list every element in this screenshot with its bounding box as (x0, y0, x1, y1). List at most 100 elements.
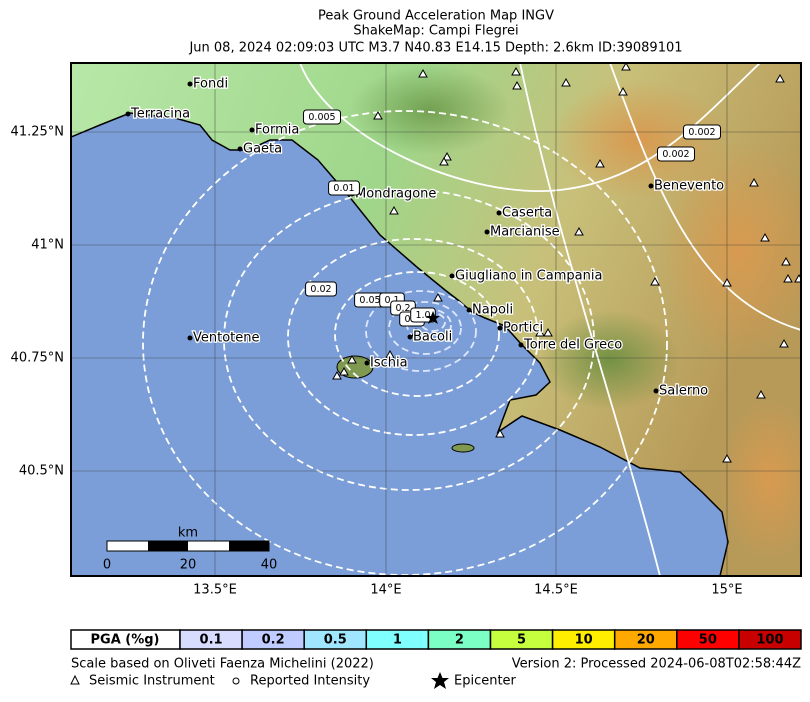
station (775, 73, 785, 83)
station (535, 327, 545, 337)
contour-label: 1.0 (415, 310, 430, 321)
station (722, 277, 732, 287)
contour-label-box (657, 146, 695, 162)
lat-label: 41.25°N (11, 125, 64, 140)
city-label: Torre del Greco (523, 338, 622, 353)
legend-label: 1 (393, 633, 402, 648)
station (722, 453, 732, 463)
contour-line (365, 290, 477, 372)
station (756, 389, 766, 399)
city-label: Ventotene (193, 331, 260, 346)
city-dot (249, 127, 255, 133)
legend-label: 100 (756, 633, 783, 648)
station (595, 158, 605, 168)
station (511, 66, 521, 76)
contour-label: 0.05 (359, 295, 380, 306)
symbol-label: Epicenter (454, 674, 517, 689)
city-label: Napoli (472, 303, 513, 318)
city-label: Benevento (654, 179, 724, 194)
city-dot (407, 334, 413, 340)
legend-label: 0.5 (324, 633, 347, 648)
lon-label: 13.5°E (193, 583, 237, 598)
station (543, 327, 553, 337)
contour-label-box (410, 307, 436, 323)
lon-label: 15°E (711, 583, 742, 598)
city-label: Fondi (193, 77, 228, 92)
version: Version 2: Processed 2024-06-08T02:58:44… (512, 657, 801, 672)
lat-label: 40.75°N (11, 351, 64, 366)
legend-swatch (738, 629, 802, 650)
station (618, 86, 628, 96)
map-frame (70, 62, 802, 577)
footer-symbols (70, 672, 449, 689)
city-label: Bacoli (413, 330, 452, 345)
title-line: Peak Ground Acceleration Map INGV (318, 9, 554, 24)
stations (332, 63, 801, 463)
station (433, 292, 443, 302)
city-label: Marcianise (490, 225, 560, 240)
contours (142, 63, 801, 576)
city-label: Giugliano in Campania (455, 269, 602, 284)
scale-label: 20 (180, 558, 197, 573)
city-label: Portici (503, 321, 543, 336)
station (332, 370, 342, 380)
station (749, 177, 759, 187)
station (385, 349, 395, 359)
contour-label-box (683, 124, 721, 140)
station (650, 276, 660, 286)
scale-label: 0 (103, 558, 111, 573)
capri-island (451, 443, 475, 453)
station (389, 205, 399, 215)
symbol-label: Reported Intensity (250, 674, 370, 689)
scale-label: 40 (261, 558, 278, 573)
station (760, 232, 770, 242)
contour-label: 0.01 (333, 183, 354, 194)
scale-note: Scale based on Oliveti Faenza Michelini … (71, 657, 374, 672)
graticule (71, 63, 801, 576)
city-label: Mondragone (355, 187, 436, 202)
station (794, 273, 801, 283)
city-dot (648, 183, 654, 189)
title-line: ShakeMap: Campi Flegrei (353, 24, 518, 39)
station (783, 273, 793, 283)
lat-label: 40.5°N (19, 464, 64, 479)
station (512, 80, 522, 90)
lat-label: 41°N (31, 238, 64, 253)
city-label: Caserta (502, 206, 552, 221)
city-dot (187, 335, 193, 341)
legend-label: 5 (517, 633, 526, 648)
contour-label: 0.002 (688, 127, 715, 138)
station (561, 77, 571, 87)
station (339, 366, 349, 376)
legend-title: PGA (%g) (91, 633, 160, 648)
contour-label-box (328, 180, 360, 196)
station (411, 327, 421, 337)
city-dot (125, 111, 131, 117)
city-dot (187, 81, 193, 87)
contour-line (388, 301, 462, 355)
station (439, 156, 449, 166)
symbol-label: Seismic Instrument (89, 674, 215, 689)
contour-label: 0.005 (308, 112, 335, 123)
contour-line (519, 63, 661, 576)
station (779, 338, 789, 348)
lon-label: 14°E (370, 583, 401, 598)
legend-label: 10 (575, 633, 593, 648)
station (495, 428, 505, 438)
city-dot (237, 146, 243, 152)
city-label: Salerno (659, 384, 708, 399)
station (418, 68, 428, 78)
contour-label: 0.02 (310, 284, 331, 295)
contour-line (609, 63, 801, 331)
city-label: Formia (255, 123, 299, 138)
contour-label: 0.1 (384, 295, 399, 306)
station (621, 63, 631, 71)
contour-line (287, 238, 539, 436)
legend-label: 0.1 (200, 633, 223, 648)
city-dot (518, 342, 524, 348)
station (442, 151, 452, 161)
